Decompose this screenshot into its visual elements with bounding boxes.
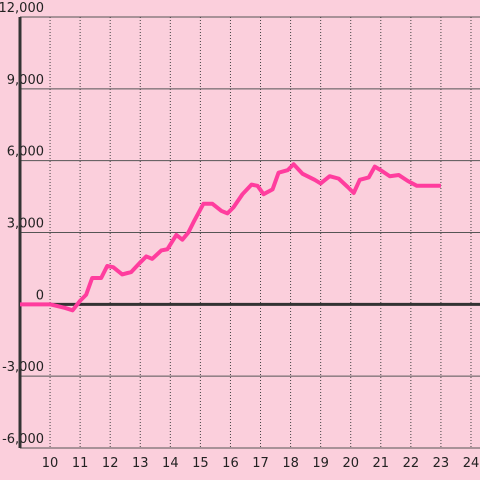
x-tick-label: 12 (102, 456, 119, 471)
x-tick-label: 18 (282, 456, 299, 471)
x-tick-label: 17 (252, 456, 269, 471)
x-tick-label: 14 (162, 456, 179, 471)
x-tick-label: 16 (222, 456, 239, 471)
y-tick-label: 12,000 (0, 1, 44, 16)
x-tick-label: 11 (72, 456, 89, 471)
y-tick-label: 3,000 (7, 217, 44, 232)
y-tick-label: -3,000 (2, 360, 44, 375)
x-tick-label: 22 (403, 456, 420, 471)
x-tick-label: 21 (373, 456, 390, 471)
x-tick-label: 15 (192, 456, 209, 471)
x-tick-label: 23 (433, 456, 450, 471)
x-tick-label: 19 (312, 456, 329, 471)
x-tick-label: 10 (42, 456, 59, 471)
line (20, 162, 441, 313)
x-tick-label: 13 (132, 456, 149, 471)
y-tick-label: 0 (36, 288, 44, 303)
x-tick-label: 20 (342, 456, 359, 471)
y-tick-label: 6,000 (7, 145, 44, 160)
x-tick-label: 24 (463, 456, 480, 471)
y-tick-label: 9,000 (7, 73, 44, 88)
y-tick-label: -6,000 (2, 432, 44, 447)
